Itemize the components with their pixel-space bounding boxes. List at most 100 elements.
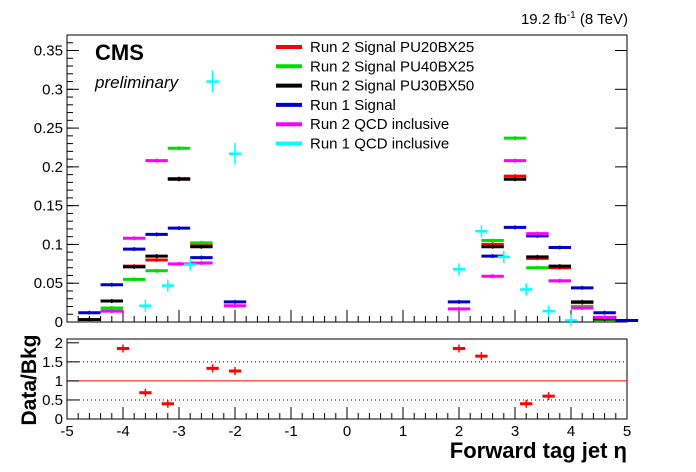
data-point [452,263,466,276]
ratio-point [452,344,466,353]
preliminary-label: preliminary [94,73,180,92]
data-point [447,299,471,304]
legend-entry: Run 2 Signal PU40BX25 [310,58,474,75]
ratio-reference-lines [67,361,627,401]
main-y-tick-label: 0.1 [42,236,63,253]
data-point [78,317,101,322]
x-tick-label: -3 [172,423,185,440]
data-point [123,264,146,269]
data-point [526,231,549,236]
data-point [542,305,555,318]
ratio-point [475,352,488,361]
ratio-y-axis-title: Data/Bkg [18,334,41,425]
data-point [167,146,191,151]
data-point [503,158,527,163]
main-y-tick-label: 0.05 [34,275,63,292]
main-series [78,70,639,327]
data-point [145,254,168,259]
data-point [190,240,213,245]
main-y-tick-label: 0.3 [42,81,63,98]
series-0 [78,174,616,322]
ratio-y-tick-label: 2 [55,335,63,352]
data-point [593,310,616,315]
data-point [571,299,594,304]
data-point [184,258,197,271]
data-point [548,245,571,250]
main-y-tick-label: 0.2 [42,159,63,176]
data-point [223,299,247,304]
ratio-series-0 [116,344,555,408]
legend-entry: Run 1 Signal [310,97,396,114]
ratio-axes: 0 0.5 1 1.5 2 -5 -4 -3 -2 -1 0 1 2 3 4 5 [42,335,631,440]
main-y-tick-label: 0.15 [34,198,63,215]
series-2 [78,177,616,322]
data-point [167,177,191,182]
ratio-point [139,388,152,397]
data-point [593,315,616,320]
legend-entry: Run 2 Signal PU20BX25 [310,39,474,56]
data-point [497,250,510,263]
data-point [206,70,219,93]
x-tick-label: -2 [228,423,241,440]
series-4 [100,158,616,320]
ratio-point [228,367,242,375]
lumi-label: 19.2 fb-1 (8 TeV) [521,10,628,28]
data-point [190,261,213,266]
main-y-tick-label: 0.35 [34,43,63,60]
x-tick-label: -4 [116,423,129,440]
ratio-point [206,364,219,373]
x-axis-title: Forward tag jet η [450,438,627,463]
x-tick-label: 0 [343,423,351,440]
legend-entry: Run 2 Signal PU30BX50 [310,78,474,95]
main-y-tick-label: 0 [55,314,63,331]
ratio-point [161,399,174,408]
data-point [526,265,549,270]
data-point [447,306,471,311]
lumi-exponent: -1 [567,10,576,21]
data-point [615,318,639,323]
data-point [564,314,578,327]
legend: Run 2 Signal PU20BX25 Run 2 Signal PU40BX… [276,39,474,153]
ratio-y-tick-label: 0 [55,411,63,428]
x-tick-label: 1 [399,423,407,440]
data-point [100,309,123,314]
data-point [145,257,168,262]
data-point [100,282,123,287]
ratio-point [542,392,555,401]
ratio-y-tick-label: 0.5 [42,392,63,409]
data-point [503,136,527,141]
main-y-tick-label: 0.25 [34,120,63,137]
ratio-y-tick-label: 1.5 [42,354,63,371]
data-point [145,232,168,237]
data-point [481,238,504,243]
series-5 [139,70,578,327]
data-point [526,254,549,259]
ratio-series [116,344,555,408]
x-tick-label: -1 [284,423,297,440]
data-point [481,244,504,249]
data-point [223,303,247,308]
lumi-energy: (8 TeV) [576,11,628,28]
ratio-y-tick-label: 1 [55,373,63,390]
data-point [228,142,242,165]
data-point [190,255,213,260]
data-point [520,283,533,296]
series-3 [78,225,639,323]
x-tick-label: -5 [60,423,73,440]
series-1 [78,136,616,323]
legend-entry: Run 2 QCD inclusive [310,116,449,133]
main-axes: 0 0.05 0.1 0.15 0.2 0.25 0.3 0.35 [34,42,628,331]
lumi-value: 19.2 fb [521,11,567,28]
data-point [503,177,527,182]
data-point [503,225,527,230]
data-point [475,225,488,238]
data-point [481,274,504,279]
legend-entry: Run 1 QCD inclusive [310,136,449,153]
data-point [139,299,152,312]
data-point [167,226,191,231]
data-point [100,299,123,304]
ratio-point [520,399,533,408]
data-point [548,264,571,269]
data-point [123,236,146,241]
cms-label: CMS [95,40,144,65]
